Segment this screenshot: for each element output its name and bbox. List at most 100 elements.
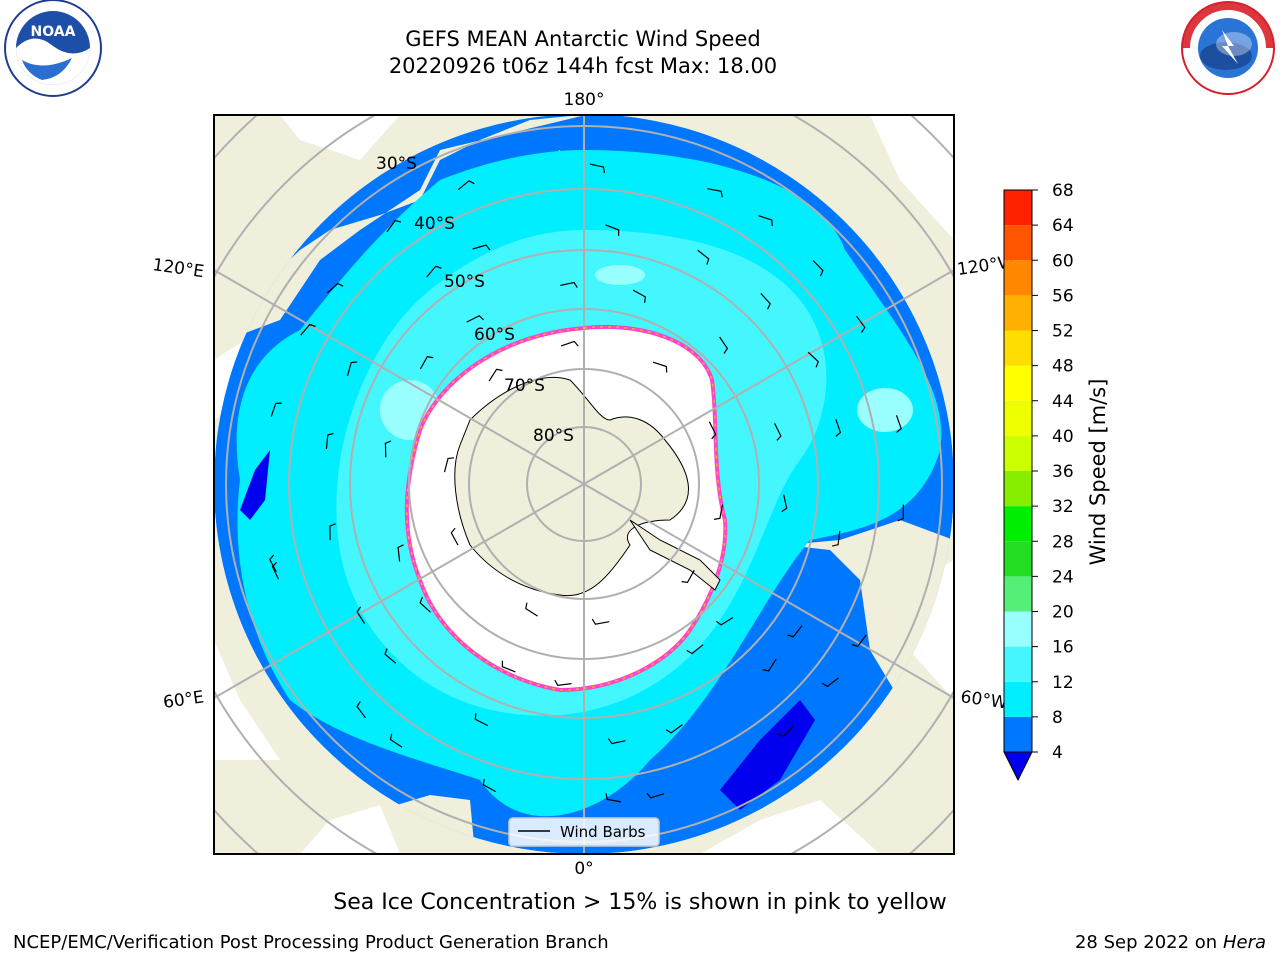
colorbar-tick-label: 4 bbox=[1052, 743, 1063, 763]
colorbar-segment bbox=[1004, 295, 1032, 331]
wind-barb bbox=[419, 356, 434, 370]
colorbar-tick-label: 8 bbox=[1052, 708, 1063, 728]
wind-barb bbox=[665, 724, 683, 734]
colorbar-segment bbox=[1004, 541, 1032, 577]
lon-label-0: 0° bbox=[574, 859, 593, 879]
colorbar-tick-label: 44 bbox=[1052, 392, 1074, 412]
colorbar-tick-label: 68 bbox=[1052, 181, 1074, 201]
colorbar-segment bbox=[1004, 471, 1032, 507]
wind-barb bbox=[821, 677, 839, 688]
sea-ice-fringe bbox=[406, 326, 727, 691]
wind-barb bbox=[719, 336, 729, 354]
colorbar-segment bbox=[1004, 646, 1032, 682]
nws-logo bbox=[1181, 1, 1275, 95]
map-title: GEFS MEAN Antarctic Wind Speed bbox=[405, 27, 761, 51]
wind-barb bbox=[681, 569, 695, 584]
wind-barb bbox=[686, 644, 704, 655]
wind-barb bbox=[397, 544, 404, 562]
footer-credit: NCEP/EMC/Verification Post Processing Pr… bbox=[13, 932, 609, 953]
lat-label-80s: 80°S bbox=[533, 426, 574, 446]
lat-label-40s: 40°S bbox=[414, 214, 455, 234]
colorbar-label: Wind Speed [m/s] bbox=[1086, 379, 1110, 566]
colorbar-segment bbox=[1004, 681, 1032, 717]
wind-barb bbox=[482, 778, 496, 793]
wind-barb bbox=[325, 432, 334, 450]
map-legend: Wind Barbs bbox=[508, 817, 660, 847]
colorbar-segment bbox=[1004, 260, 1032, 296]
colorbar-segment bbox=[1004, 400, 1032, 436]
colorbar-tick-label: 28 bbox=[1052, 532, 1074, 552]
wind-barb bbox=[488, 368, 503, 382]
map-frame bbox=[213, 114, 955, 855]
wind-barb bbox=[589, 163, 606, 174]
wind-barb bbox=[356, 606, 366, 624]
wind-barb bbox=[774, 423, 782, 441]
wind-barb bbox=[329, 523, 336, 541]
wind-barb bbox=[426, 265, 442, 278]
wind-barb bbox=[386, 219, 402, 233]
wind-barb bbox=[560, 340, 579, 347]
colorbar-segment bbox=[1004, 435, 1032, 471]
colorbar-segment bbox=[1004, 576, 1032, 612]
wind-barb bbox=[856, 315, 866, 333]
wind-barb bbox=[760, 292, 771, 310]
colorbar-under-triangle bbox=[1003, 751, 1033, 782]
colorbar-segment bbox=[1004, 506, 1032, 542]
wind-barb bbox=[605, 224, 620, 236]
wind-barbs bbox=[269, 163, 904, 803]
wind-barb bbox=[777, 725, 794, 738]
wind-barb bbox=[472, 244, 491, 251]
wind-16-20-patch bbox=[595, 265, 645, 285]
wind-barb bbox=[554, 679, 572, 686]
colorbar-tick-label: 52 bbox=[1052, 322, 1074, 342]
wind-barb bbox=[697, 249, 710, 265]
wind-barb bbox=[895, 415, 902, 433]
wind-barb bbox=[897, 504, 904, 522]
noaa-logo: NOAA bbox=[4, 0, 102, 97]
wind-barb bbox=[300, 323, 316, 336]
wind-barb bbox=[708, 421, 717, 440]
footer-machine: Hera bbox=[1222, 932, 1266, 953]
lat-label-60s: 60°S bbox=[474, 325, 515, 345]
lon-label-120e: 120°E bbox=[151, 255, 205, 282]
wind-barb bbox=[762, 658, 777, 672]
wind-barb bbox=[525, 602, 538, 617]
legend-label: Wind Barbs bbox=[560, 823, 646, 841]
wind-barb bbox=[270, 402, 282, 417]
colorbar-tick-label: 20 bbox=[1052, 603, 1074, 623]
colorbar-segment bbox=[1004, 611, 1032, 647]
footer-date-text: 28 Sep 2022 on bbox=[1074, 932, 1218, 953]
colorbar-segment bbox=[1004, 365, 1032, 401]
wind-barb bbox=[384, 648, 397, 664]
colorbar-segment bbox=[1004, 225, 1032, 261]
lon-label-60e: 60°E bbox=[162, 687, 205, 712]
wind-barb bbox=[652, 361, 668, 373]
wind-barb bbox=[758, 215, 773, 227]
wind-barb bbox=[832, 530, 841, 547]
wind-barb bbox=[271, 561, 280, 580]
wind-barb bbox=[560, 281, 578, 288]
wind-barb bbox=[812, 260, 824, 277]
colorbar-segment bbox=[1004, 190, 1032, 226]
noaa-logo-text: NOAA bbox=[31, 24, 76, 40]
sea-ice-note: Sea Ice Concentration > 15% is shown in … bbox=[333, 890, 947, 915]
colorbar-tick-label: 60 bbox=[1052, 251, 1074, 271]
wind-barb bbox=[466, 315, 485, 323]
colorbar-tick-label: 16 bbox=[1052, 638, 1074, 658]
lat-label-70s: 70°S bbox=[504, 376, 545, 396]
wind-barb bbox=[326, 282, 344, 294]
wind-barb bbox=[457, 180, 475, 191]
wind-barb bbox=[443, 457, 455, 473]
colorbar-tick-label: 32 bbox=[1052, 497, 1074, 517]
lat-label-50s: 50°S bbox=[444, 272, 485, 292]
wind-barb bbox=[607, 738, 626, 745]
wind-barb bbox=[269, 554, 277, 573]
colorbar-tick-label: 24 bbox=[1052, 567, 1074, 587]
colorbar-tick-label: 40 bbox=[1052, 427, 1074, 447]
wind-barb bbox=[851, 634, 867, 647]
wind-barb bbox=[715, 616, 734, 626]
footer-date: 28 Sep 2022 on Hera bbox=[1075, 932, 1266, 953]
colorbar-tick-label: 36 bbox=[1052, 462, 1074, 482]
colorbar-segment bbox=[1004, 330, 1032, 366]
wind-barb bbox=[787, 625, 803, 638]
